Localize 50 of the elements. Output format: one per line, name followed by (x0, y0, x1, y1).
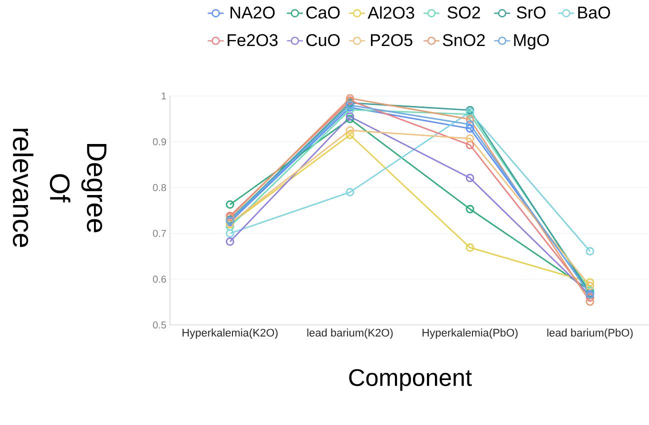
point (466, 243, 474, 252)
point (226, 237, 234, 246)
y-axis-title: Degree Of relevance (12, 128, 106, 248)
legend-label: SnO2 (442, 34, 485, 46)
x-tick-label: lead barium(K2O) (307, 328, 393, 339)
point (346, 106, 354, 114)
y-tick-label: 0.8 (152, 184, 166, 192)
point (346, 114, 354, 124)
point (346, 94, 354, 102)
legend-label: CaO (306, 6, 340, 19)
point (466, 204, 474, 214)
point (346, 103, 354, 112)
legend-label: CuO (306, 34, 340, 46)
x-tick-label: Hyperkalemia(K2O) (182, 328, 278, 339)
point (466, 174, 474, 182)
x-axis-title: Component (349, 369, 472, 391)
legend-label: BaO (578, 6, 610, 19)
point (466, 110, 474, 119)
y-tick-label: 0.6 (152, 276, 166, 283)
y-tick-label: 1 (162, 92, 166, 100)
legend-label: MgO (514, 34, 549, 50)
legend-label: NA2O (230, 6, 275, 19)
point (346, 188, 354, 196)
point (346, 126, 354, 135)
point (586, 293, 594, 302)
y-tick-label: 0.9 (152, 138, 166, 146)
legend-label: SrO (516, 6, 546, 19)
point (346, 96, 354, 105)
point (586, 297, 594, 306)
x-tick-label: lead barium(PbO) (547, 328, 633, 339)
legend-label: P2O5 (370, 34, 412, 46)
x-tick-label: Hyperkalemia(PbO) (422, 328, 518, 339)
point (466, 140, 474, 150)
point (226, 222, 234, 231)
point (586, 278, 594, 287)
point (466, 115, 474, 124)
point (226, 229, 234, 238)
point (346, 112, 354, 121)
y-tick-label: 0.5 (152, 321, 166, 329)
point (466, 124, 474, 133)
legend-label: Fe2O3 (228, 34, 278, 46)
legend-label: Al2O3 (368, 6, 414, 19)
point (466, 120, 474, 129)
point (466, 134, 474, 143)
point (586, 247, 594, 256)
legend-label: SO2 (448, 6, 480, 19)
y-tick-label: 0.7 (152, 230, 166, 237)
point (346, 130, 354, 140)
point (226, 200, 234, 209)
point (586, 282, 594, 290)
